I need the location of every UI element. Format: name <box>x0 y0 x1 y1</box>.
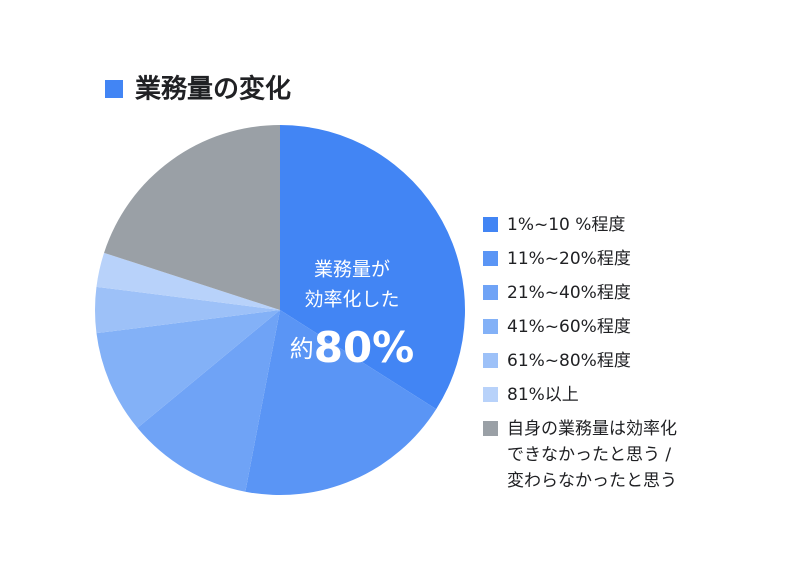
legend-label: 21%~40%程度 <box>507 283 631 303</box>
pie-slice <box>96 310 281 428</box>
pie-slice <box>96 252 281 310</box>
pie-slice <box>245 310 437 495</box>
pie-slice <box>280 125 465 410</box>
legend-label: 41%~60%程度 <box>507 317 631 337</box>
pie <box>95 125 465 495</box>
title-marker <box>105 80 123 98</box>
legend-label: 1%~10 %程度 <box>507 215 625 235</box>
center-text: 効率化した <box>304 289 399 311</box>
legend-swatch <box>483 353 498 368</box>
pie-slice <box>95 286 280 334</box>
legend: 1%~10 %程度 11%~20%程度 21%~40%程度 41%~60%程度 61%~… <box>483 215 677 491</box>
chart-title: 業務量の変化 <box>135 74 291 105</box>
legend-swatch <box>483 285 498 300</box>
legend-swatch <box>483 421 498 436</box>
legend-swatch <box>483 319 498 334</box>
legend-swatch <box>483 251 498 266</box>
pie-slice <box>104 125 281 310</box>
legend-label: 81%以上 <box>507 385 579 405</box>
legend-label: 11%~20%程度 <box>507 249 631 269</box>
legend-swatch <box>483 387 498 402</box>
center-value: 約80% <box>290 323 415 372</box>
center-prefix: 約 <box>290 335 314 363</box>
legend-label: 61%~80%程度 <box>507 351 631 371</box>
center-number: 80% <box>314 323 415 372</box>
legend-label: 自身の業務量は効率化できなかったと思う /変わらなかったと思う <box>507 419 677 491</box>
pie-slice <box>137 310 280 492</box>
legend-swatch <box>483 217 498 232</box>
center-text: 業務量が <box>314 259 390 281</box>
